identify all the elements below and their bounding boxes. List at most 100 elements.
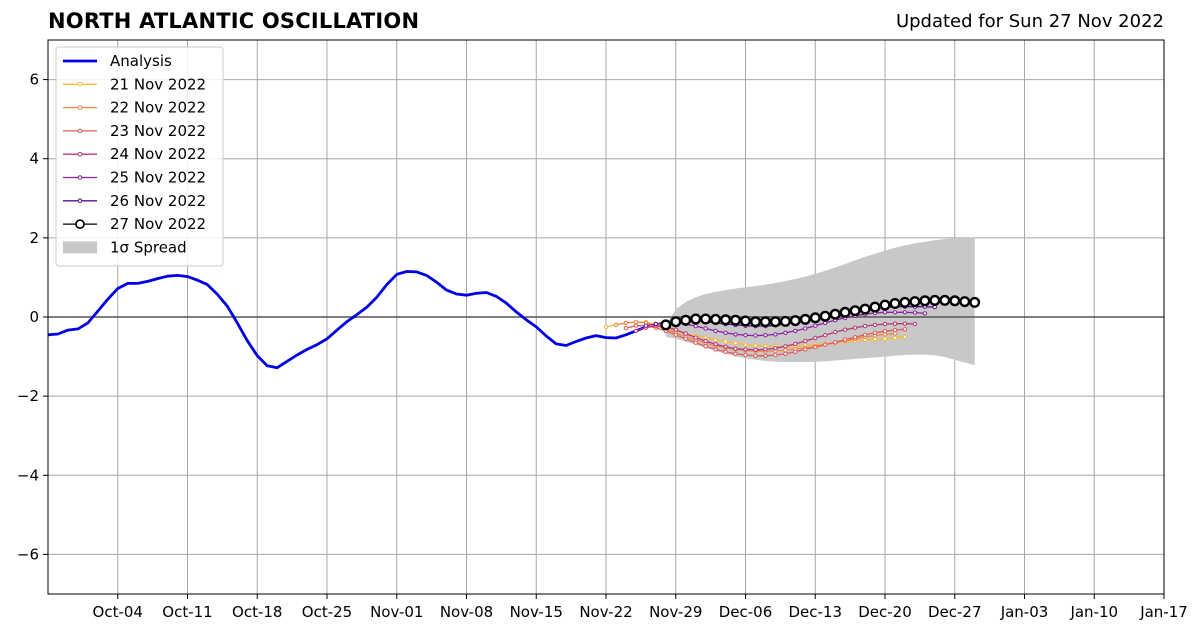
forecast-point: [879, 299, 891, 311]
forecast-point: [932, 304, 937, 310]
legend-label: 26 Nov 2022: [110, 192, 206, 210]
y-tick-label: 4: [29, 150, 39, 168]
forecast-point: [919, 295, 931, 307]
forecast-point: [849, 305, 861, 317]
forecast-point: [733, 340, 738, 346]
forecast-point: [783, 348, 788, 353]
y-tick-label: 6: [29, 71, 39, 89]
y-tick-label: 2: [29, 229, 39, 247]
forecast-point: [783, 330, 788, 335]
forecast-point: [753, 353, 758, 358]
forecast-point: [882, 321, 888, 327]
legend-label: Analysis: [110, 52, 172, 70]
forecast-point: [730, 314, 742, 326]
forecast-point: [733, 351, 738, 356]
y-tick-label: 0: [29, 308, 39, 326]
forecast-point: [912, 310, 918, 315]
forecast-point: [633, 328, 639, 334]
forecast-point: [653, 321, 658, 327]
forecast-point: [733, 346, 738, 351]
forecast-point: [809, 312, 821, 324]
forecast-point: [803, 338, 808, 344]
forecast-point: [889, 298, 901, 310]
forecast-point: [882, 310, 888, 315]
forecast-point: [623, 320, 629, 326]
forecast-point: [713, 337, 718, 343]
forecast-point: [673, 332, 678, 337]
forecast-point: [783, 344, 788, 349]
forecast-point: [713, 347, 718, 352]
x-tick-label: Oct-11: [162, 603, 212, 621]
forecast-point: [779, 315, 791, 327]
forecast-point: [763, 353, 768, 358]
forecast-point: [899, 296, 911, 308]
forecast-point: [813, 335, 818, 341]
x-tick-label: Oct-25: [302, 603, 352, 621]
forecast-point: [700, 313, 712, 325]
forecast-point: [872, 330, 878, 335]
analysis-line: [47, 270, 647, 370]
forecast-point: [833, 329, 838, 335]
forecast-point: [713, 328, 718, 334]
forecast-point: [799, 313, 811, 325]
x-tick-label: Dec-13: [788, 603, 842, 621]
forecast-point: [693, 335, 698, 340]
forecast-point: [733, 332, 738, 337]
forecast-point: [789, 315, 801, 327]
forecast-point: [763, 347, 768, 352]
forecast-point: [842, 337, 848, 342]
x-tick-label: Jan-10: [1069, 603, 1118, 621]
forecast-point: [793, 341, 798, 347]
forecast-point: [633, 319, 639, 325]
forecast-point: [909, 296, 921, 308]
legend-label: 24 Nov 2022: [110, 145, 206, 163]
forecast-point: [773, 352, 778, 358]
forecast-point: [823, 342, 828, 347]
axis-labels: Oct-04 Oct-11 Oct-18 Oct-25 Nov-01 Nov-08 Nov-…: [17, 71, 1188, 621]
legend-label: 22 Nov 2022: [110, 99, 206, 117]
forecast-point: [743, 352, 748, 358]
forecast-point: [750, 316, 762, 328]
forecast-point: [949, 295, 961, 307]
forecast-point: [680, 314, 692, 326]
forecast-point: [892, 331, 898, 336]
forecast-point: [833, 340, 838, 345]
forecast-point: [753, 333, 758, 338]
forecast-point: [882, 336, 888, 341]
forecast-point: [753, 343, 758, 348]
forecast-point: [693, 340, 698, 345]
y-tick-label: −4: [17, 466, 39, 484]
forecast-point: [783, 351, 788, 356]
forecast-point: [769, 316, 781, 328]
forecast-point: [892, 335, 898, 341]
forecast-point: [902, 310, 908, 315]
forecast-point: [723, 344, 728, 349]
forecast-point: [892, 327, 898, 333]
forecast-point: [723, 330, 728, 335]
legend-label: 25 Nov 2022: [110, 169, 206, 187]
forecast-point: [872, 337, 878, 342]
legend: Analysis 21 Nov 2022 22 Nov 2022 23 Nov 202…: [55, 46, 224, 267]
forecast-point: [603, 324, 609, 330]
forecast-point: [813, 323, 818, 328]
forecast-point: [859, 303, 871, 315]
forecast-point: [683, 331, 688, 336]
forecast-point: [690, 313, 702, 325]
forecast-point: [773, 332, 778, 337]
forecast-point: [939, 294, 951, 306]
legend-marker: [77, 151, 83, 157]
legend-label: 23 Nov 2022: [110, 122, 206, 140]
forecast-point: [673, 327, 678, 332]
legend-label: 21 Nov 2022: [110, 75, 206, 93]
x-tick-label: Nov-01: [370, 603, 423, 621]
forecast-point: [852, 335, 858, 340]
x-tick-label: Nov-08: [440, 603, 493, 621]
spread-polygon: [665, 237, 975, 366]
forecast-point: [703, 326, 708, 331]
forecast-point: [613, 322, 619, 328]
chart-subtitle: Updated for Sun 27 Nov 2022: [895, 11, 1164, 32]
forecast-point: [623, 325, 629, 331]
forecast-point: [759, 316, 771, 328]
forecast-point: [660, 319, 672, 331]
